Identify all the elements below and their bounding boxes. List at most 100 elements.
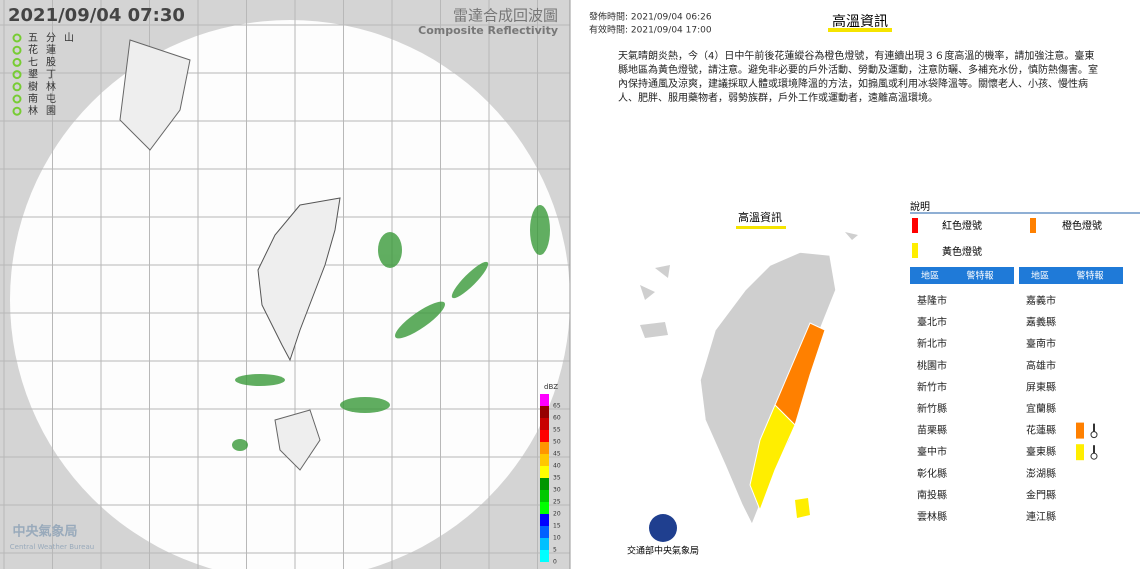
region-name: 新竹縣 <box>917 402 947 415</box>
station-marker <box>12 106 22 116</box>
legend-swatch-red <box>912 218 918 233</box>
legend-red: 紅色燈號 <box>942 219 982 232</box>
table-header: 地區 <box>921 270 939 282</box>
map-title-underline <box>736 226 786 229</box>
warning-swatch <box>1076 444 1084 461</box>
station-marker <box>12 33 22 43</box>
thermometer-icon <box>1090 431 1098 439</box>
title-underline <box>828 28 892 32</box>
colorbar-swatch <box>540 454 549 466</box>
map-title: 高溫資訊 <box>738 210 782 224</box>
station-name: 花蓮 <box>28 43 64 56</box>
legend-title: 說明 <box>910 200 930 213</box>
station-name: 五分山 <box>28 32 82 44</box>
colorbar-tick-label: 35 <box>553 475 561 482</box>
warning-swatch <box>1076 422 1084 439</box>
logo-name: 中央氣象局 <box>12 524 77 540</box>
colorbar-swatch <box>540 526 549 538</box>
advisory-title: 高溫資訊 <box>832 13 888 30</box>
station-name: 林園 <box>28 104 64 117</box>
colorbar-tick-label: 20 <box>553 511 561 518</box>
thermometer-icon <box>1090 452 1098 460</box>
region-name: 澎湖縣 <box>1026 468 1056 480</box>
radar-title: 雷達合成回波圖 <box>453 7 558 25</box>
colorbar-swatch <box>540 514 549 526</box>
colorbar-swatch <box>540 478 549 490</box>
region-name: 雲林縣 <box>917 510 947 523</box>
legend-yellow: 黃色燈號 <box>942 245 982 258</box>
colorbar-tick-label: 45 <box>553 451 561 458</box>
table-header-left <box>910 267 1014 284</box>
region-name: 高雄市 <box>1026 359 1056 372</box>
colorbar-tick-label: 65 <box>553 403 561 410</box>
region-name: 臺東縣 <box>1026 445 1056 458</box>
colorbar-tick-label: 55 <box>553 427 561 434</box>
station-name: 七股 <box>28 56 64 68</box>
colorbar-tick-label: 15 <box>553 523 561 530</box>
colorbar-tick-label: 60 <box>553 415 561 422</box>
radar-timestamp: 2021/09/04 07:30 <box>8 5 185 26</box>
colorbar-swatch <box>540 550 549 562</box>
advisory-map <box>640 232 858 527</box>
region-name: 連江縣 <box>1026 510 1056 523</box>
legend-swatch-yellow <box>912 243 918 258</box>
colorbar-tick-label: 30 <box>553 487 561 494</box>
colorbar-tick-label: 25 <box>553 499 561 506</box>
advisory-text: 天氣晴朗炎熱，今（4）日中午前後花蓮縱谷為橙色燈號，有連續出現３６度高溫的機率，… <box>618 51 1098 104</box>
region-name: 花蓮縣 <box>1026 424 1056 437</box>
colorbar-swatch <box>540 430 549 442</box>
region-name: 臺南市 <box>1026 337 1056 350</box>
station-marker <box>12 57 22 67</box>
region-name: 彰化縣 <box>917 467 947 480</box>
region-name: 新竹市 <box>917 380 947 393</box>
colorbar-tick-label: 5 <box>553 547 557 554</box>
station-name: 墾丁 <box>28 68 64 81</box>
region-name: 苗栗縣 <box>917 425 947 437</box>
echoes <box>232 205 550 451</box>
region-name: 臺北市 <box>917 316 947 329</box>
footer: 交通部中央氣象局 <box>627 545 699 557</box>
footer-logo <box>649 514 677 542</box>
region-name: 新北市 <box>917 337 947 350</box>
colorbar-swatch <box>540 502 549 514</box>
colorbar-swatch <box>540 490 549 502</box>
issued-time: 發佈時間: 2021/09/04 06:26 <box>589 11 712 23</box>
colorbar-swatch <box>540 394 549 406</box>
colorbar-swatch <box>540 406 549 418</box>
colorbar-tick-label: 50 <box>553 439 561 446</box>
table-header-right <box>1019 267 1123 284</box>
legend-swatch-orange <box>1030 218 1036 233</box>
colorbar-swatch <box>540 442 549 454</box>
colorbar-unit: dBZ <box>544 383 558 391</box>
advisory-text-box: 天氣晴朗炎熱，今（4）日中午前後花蓮縱谷為橙色燈號，有連續出現３６度高溫的機率，… <box>618 51 1098 104</box>
region-name: 臺中市 <box>917 445 947 458</box>
radar-subtitle: Composite Reflectivity <box>418 24 558 37</box>
table-header: 警特報 <box>966 270 993 282</box>
colorbar-tick-label: 10 <box>553 535 561 542</box>
legend-orange: 橙色燈號 <box>1062 219 1102 232</box>
colorbar-tick-label: 0 <box>553 559 557 566</box>
table-header: 地區 <box>1031 270 1049 282</box>
region-name: 屏東縣 <box>1026 380 1056 393</box>
region-name: 南投縣 <box>917 488 947 501</box>
station-marker <box>12 70 22 80</box>
colorbar-swatch <box>540 538 549 550</box>
valid-time: 有效時間: 2021/09/04 17:00 <box>589 24 712 36</box>
region-name: 嘉義縣 <box>1026 316 1056 329</box>
station-marker <box>12 82 22 92</box>
region-name: 嘉義市 <box>1026 294 1056 307</box>
station-name: 南屯 <box>28 92 64 105</box>
table-header: 警特報 <box>1076 270 1103 282</box>
colorbar-swatch <box>540 418 549 430</box>
station-marker <box>12 94 22 104</box>
station-name: 樹林 <box>28 80 64 93</box>
coastline <box>119 39 321 471</box>
region-name: 桃園市 <box>917 359 947 372</box>
region-name: 基隆市 <box>917 294 947 307</box>
region-name: 宜蘭縣 <box>1026 402 1056 415</box>
station-marker <box>12 45 22 55</box>
taiwan-outline <box>257 197 341 362</box>
region-name: 金門縣 <box>1026 488 1056 501</box>
